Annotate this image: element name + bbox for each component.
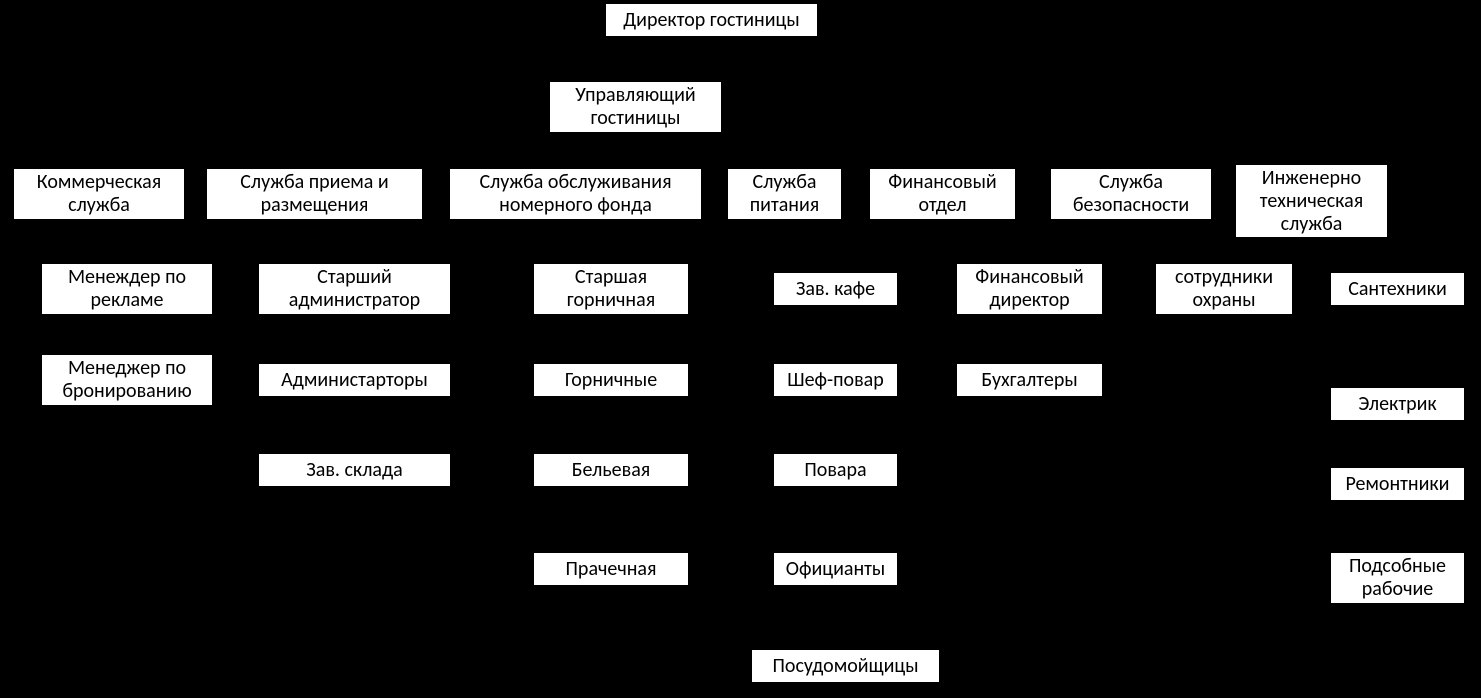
node-sec-1: сотрудники охраны xyxy=(1155,263,1293,315)
node-rec-3: Зав. склада xyxy=(258,453,451,487)
node-rec-1: Старший администратор xyxy=(258,263,451,315)
node-dept-finance: Финансовый отдел xyxy=(869,168,1016,220)
node-food-1: Зав. кафе xyxy=(773,272,898,306)
node-dept-security: Служба безопасности xyxy=(1050,168,1212,220)
node-food-3: Повара xyxy=(773,453,898,487)
node-rooms-4: Прачечная xyxy=(533,552,689,586)
node-tech-4: Подсобные рабочие xyxy=(1330,552,1465,604)
node-manager: Управляющий гостиницы xyxy=(549,81,722,133)
node-tech-3: Ремонтники xyxy=(1330,467,1465,501)
node-dept-food: Служба питания xyxy=(727,168,842,220)
node-tech-2: Электрик xyxy=(1330,387,1465,421)
node-dept-reception: Служба приема и размещения xyxy=(206,168,423,220)
node-comm-2: Менеджер по бронированию xyxy=(41,354,213,406)
node-dept-rooms: Служба обслуживания номерного фонда xyxy=(449,168,702,220)
node-rooms-3: Бельевая xyxy=(533,453,689,487)
node-rooms-1: Старшая горничная xyxy=(533,263,689,315)
node-fin-2: Бухгалтеры xyxy=(956,363,1103,397)
node-dept-commercial: Коммерческая служба xyxy=(13,168,185,220)
node-comm-1: Менеждер по рекламе xyxy=(41,263,213,315)
node-food-4: Официанты xyxy=(773,552,898,586)
node-fin-1: Финансовый директор xyxy=(956,263,1103,315)
node-rec-2: Администарторы xyxy=(258,363,451,397)
node-food-2: Шеф-повар xyxy=(773,363,898,397)
node-director: Директор гостиницы xyxy=(605,3,818,37)
node-dept-tech: Инженерно техническая служба xyxy=(1235,164,1388,238)
node-tech-1: Сантехники xyxy=(1330,272,1465,306)
node-rooms-2: Горничные xyxy=(533,363,689,397)
node-food-5: Посудомойщицы xyxy=(751,649,940,683)
